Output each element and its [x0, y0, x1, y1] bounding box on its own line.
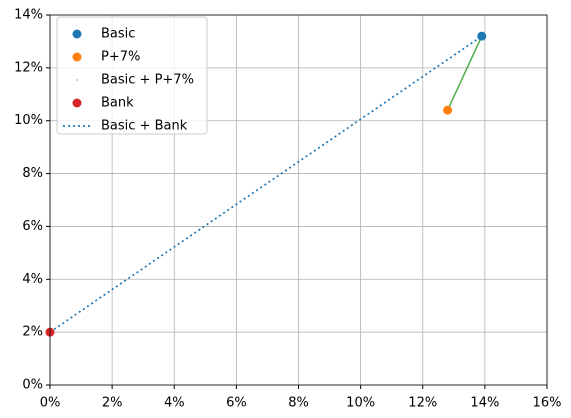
legend-marker	[76, 79, 78, 81]
legend-marker	[72, 29, 82, 39]
x-tick-label: 2%	[102, 396, 123, 411]
legend-label: Basic + P+7%	[101, 73, 194, 88]
y-tick-label: 12%	[14, 60, 43, 75]
plot-frame	[49, 14, 548, 386]
legend-label: Bank	[101, 96, 134, 111]
x-tick-label: 6%	[226, 396, 247, 411]
legend-marker	[72, 52, 82, 62]
y-tick-label: 6%	[22, 219, 43, 234]
line	[446, 35, 483, 111]
x-tick-label: 14%	[470, 396, 499, 411]
x-tick-label: 12%	[408, 396, 437, 411]
line	[49, 35, 483, 333]
y-tick-label: 14%	[14, 8, 43, 23]
legend-box	[56, 16, 208, 135]
legend-label: Basic + Bank	[101, 119, 188, 134]
y-tick-label: 4%	[22, 272, 43, 287]
y-tick-label: 0%	[22, 378, 43, 393]
x-tick-label: 16%	[533, 396, 562, 411]
x-tick-label: 0%	[40, 396, 61, 411]
y-tick-label: 2%	[22, 325, 43, 340]
legend-label: Basic	[101, 27, 135, 42]
legend: Basic P+7% Basic + P+7% Bank Basic + Bank	[56, 16, 208, 135]
point	[477, 31, 487, 41]
y-tick-label: 10%	[14, 113, 43, 128]
point	[443, 105, 453, 115]
y-tick-label: 8%	[22, 166, 43, 181]
x-tick-label: 10%	[346, 396, 375, 411]
legend-label: P+7%	[101, 50, 140, 65]
x-tick-label: 4%	[164, 396, 185, 411]
legend-marker	[72, 98, 82, 108]
x-tick-label: 8%	[288, 396, 309, 411]
